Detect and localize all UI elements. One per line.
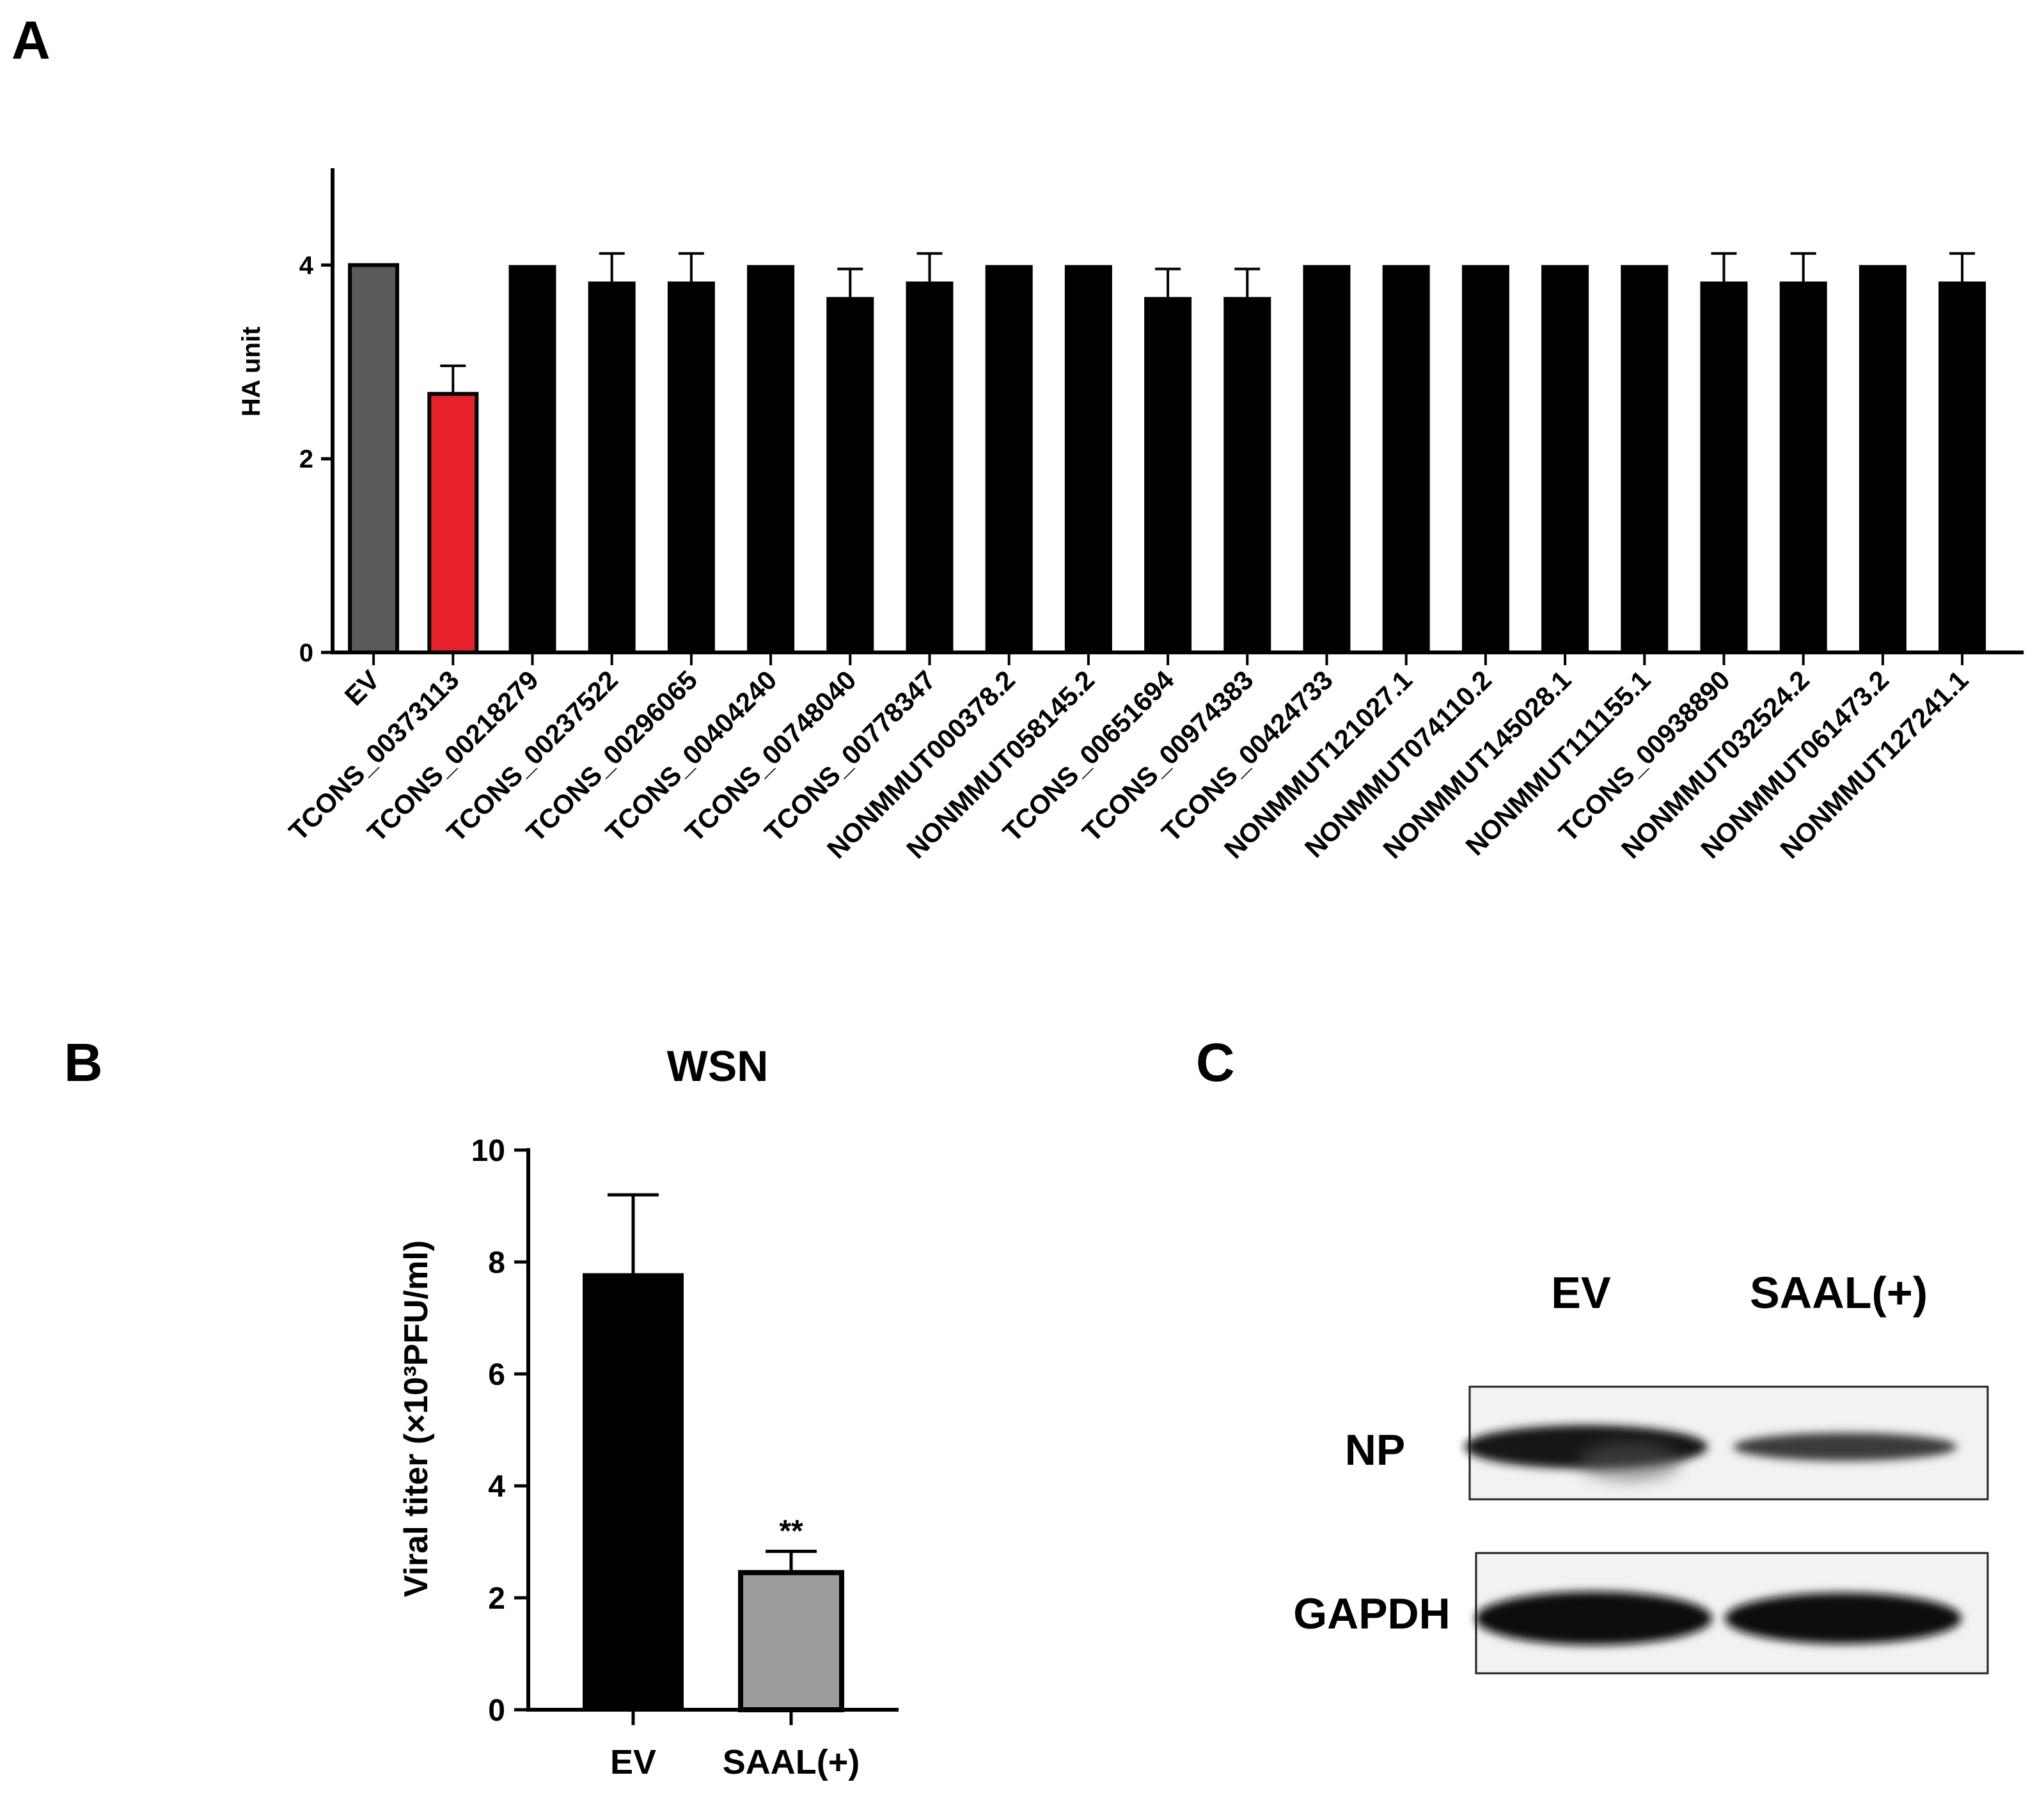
bar-a — [667, 281, 715, 652]
blot-row-label-np: NP — [1345, 1426, 1405, 1474]
bar-a — [1461, 265, 1509, 652]
bar-a — [508, 265, 556, 652]
y-tick-label-b: 10 — [471, 1134, 505, 1168]
blot-strip-np — [1465, 1385, 1989, 1501]
bar-a — [1064, 265, 1112, 652]
blot-column-label-ev: EV — [1551, 1268, 1611, 1318]
panel-letter-c: C — [1196, 1032, 1235, 1092]
category-label-b: EV — [610, 1743, 656, 1781]
bar-a — [1700, 281, 1748, 652]
chart-b-viral-titer: WSN 0 2 4 6 8 10 Viral titer (×10³PFU/ml) EV ** SA… — [398, 1042, 899, 1781]
bar-a — [1779, 281, 1827, 652]
bar-b — [583, 1273, 684, 1710]
y-tick-label-b: 8 — [488, 1246, 505, 1280]
bar-a — [1621, 265, 1669, 652]
bar-a — [747, 265, 795, 652]
blot-strip-gapdh — [1475, 1552, 1989, 1675]
bar-a — [985, 265, 1033, 652]
bar-a — [1859, 265, 1906, 652]
panel-letter-a: A — [12, 10, 51, 70]
blot-column-label-saal: SAAL(+) — [1750, 1268, 1928, 1318]
y-tick-label-b: 0 — [488, 1694, 505, 1728]
category-label-a: EV — [339, 665, 386, 711]
bar-a — [1223, 297, 1271, 652]
y-tick-label-b: 2 — [488, 1582, 505, 1616]
y-axis-title-b: Viral titer (×10³PFU/ml) — [398, 1240, 435, 1597]
np-band-saal — [1733, 1433, 1957, 1461]
bar-a — [427, 391, 479, 655]
gapdh-band-ev — [1475, 1591, 1712, 1645]
bar-a — [1938, 281, 1986, 652]
category-label-b: SAAL(+) — [723, 1743, 860, 1781]
y-tick-label-a: 4 — [299, 251, 314, 280]
significance-label-b: ** — [779, 1514, 803, 1548]
bar-b — [738, 1570, 844, 1712]
western-blot: EV SAAL(+) NP GAPDH — [1293, 1268, 1989, 1675]
chart-title-b: WSN — [667, 1042, 769, 1091]
bar-a — [1303, 265, 1351, 652]
bar-a — [906, 281, 954, 652]
bar-a — [348, 263, 400, 654]
y-axis-title-a: HA unit — [237, 327, 265, 417]
y-tick-label-b: 6 — [488, 1358, 505, 1392]
bar-a — [1144, 297, 1192, 652]
bar-a — [588, 281, 636, 652]
y-tick-label-b: 4 — [488, 1470, 505, 1504]
gapdh-band-saal — [1725, 1593, 1961, 1644]
bar-a — [1541, 265, 1589, 652]
bar-a — [1382, 265, 1430, 652]
y-tick-label-a: 0 — [299, 639, 313, 667]
blot-row-label-gapdh: GAPDH — [1293, 1589, 1450, 1638]
bar-a — [826, 297, 874, 652]
y-tick-label-a: 2 — [299, 445, 313, 473]
panel-letter-b: B — [64, 1032, 103, 1092]
